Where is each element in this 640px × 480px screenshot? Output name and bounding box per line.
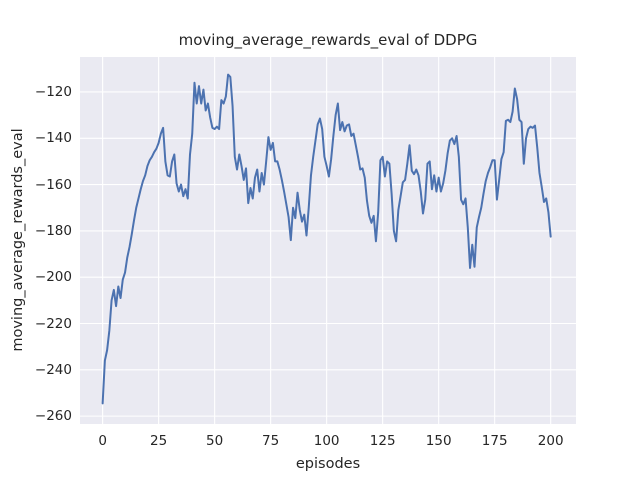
y-tick-label: −160: [34, 176, 72, 193]
y-tick-label: −220: [34, 315, 72, 332]
y-tick-label: −180: [34, 222, 72, 239]
x-tick-label: 75: [262, 433, 280, 449]
x-tick-label: 200: [537, 433, 564, 449]
y-tick-label: −260: [34, 408, 72, 425]
y-tick-label: −200: [34, 269, 72, 286]
x-tick-label: 100: [313, 433, 340, 449]
chart-title: moving_average_rewards_eval of DDPG: [178, 31, 478, 49]
x-tick-label: 175: [481, 433, 508, 449]
data-line: [101, 73, 552, 405]
y-tick-label: −240: [34, 361, 72, 378]
x-tick-label: 150: [425, 433, 452, 449]
x-tick-label: 125: [369, 433, 396, 449]
y-tick-label: −120: [34, 83, 72, 100]
y-tick-label: −140: [34, 130, 72, 147]
axes-background: [80, 57, 576, 424]
y-axis-label: moving_average_rewards_eval: [10, 128, 26, 352]
x-tick-label: 0: [98, 433, 107, 449]
x-tick-label: 50: [206, 433, 224, 449]
x-axis-label: episodes: [295, 456, 361, 472]
x-tick-label: 25: [150, 433, 168, 449]
plot-area: [80, 57, 576, 424]
line-chart-svg: [80, 57, 576, 424]
